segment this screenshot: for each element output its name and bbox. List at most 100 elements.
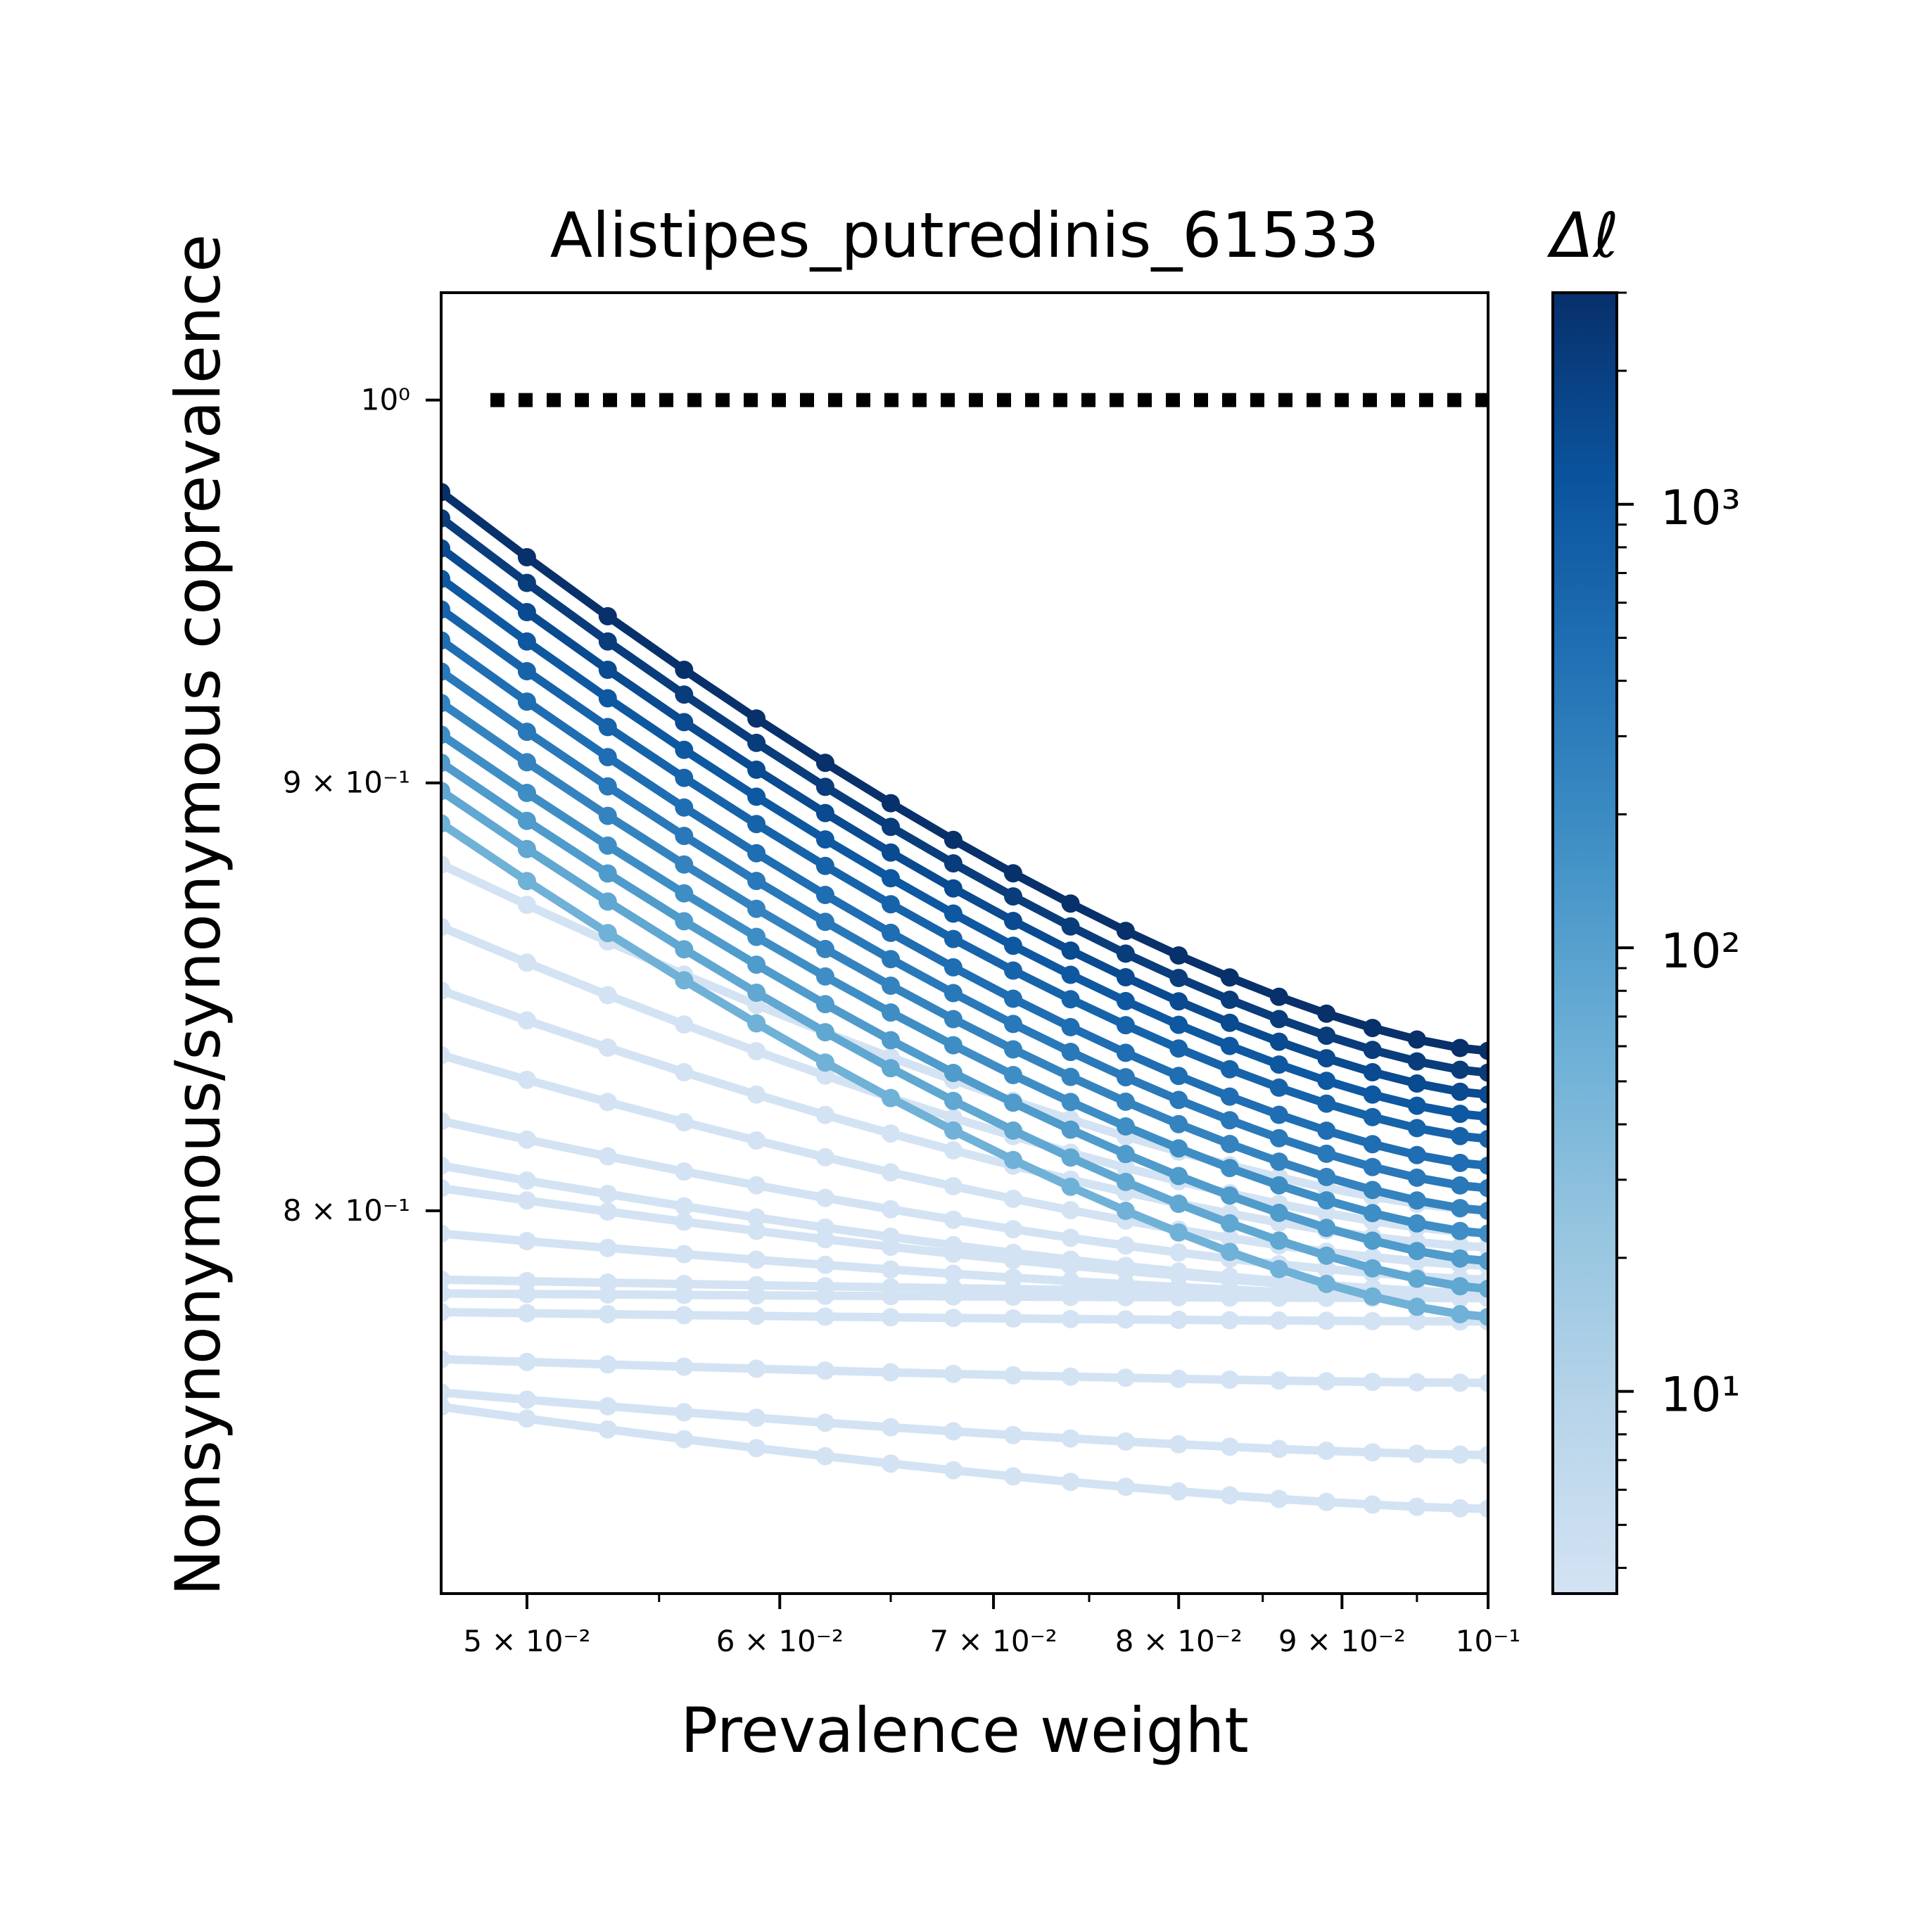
data-point bbox=[815, 995, 834, 1014]
data-point bbox=[675, 1197, 694, 1216]
data-point bbox=[1220, 1371, 1239, 1389]
data-point bbox=[517, 896, 536, 915]
data-point bbox=[1169, 1195, 1188, 1213]
data-point bbox=[598, 1238, 617, 1257]
data-point bbox=[441, 539, 450, 558]
data-point bbox=[1116, 1117, 1135, 1136]
data-point bbox=[675, 855, 694, 874]
data-point bbox=[815, 1188, 834, 1207]
data-point bbox=[1407, 1168, 1426, 1187]
data-point bbox=[1317, 1204, 1336, 1223]
data-point bbox=[441, 1284, 450, 1303]
data-point bbox=[944, 958, 962, 977]
data-point bbox=[1363, 1311, 1382, 1330]
data-point bbox=[1479, 1156, 1488, 1175]
data-point bbox=[747, 1221, 766, 1240]
data-point bbox=[1407, 1052, 1426, 1071]
series-7 bbox=[441, 662, 1488, 1197]
data-point bbox=[815, 1447, 834, 1466]
data-point bbox=[1061, 1201, 1080, 1220]
series-23 bbox=[441, 1302, 1488, 1331]
data-point bbox=[1451, 1060, 1470, 1079]
data-point bbox=[675, 1162, 694, 1181]
data-point bbox=[815, 1053, 834, 1072]
data-point bbox=[944, 1091, 962, 1110]
data-point bbox=[882, 1059, 900, 1078]
data-point bbox=[441, 1302, 450, 1321]
data-point bbox=[1220, 1111, 1239, 1130]
data-point bbox=[747, 1359, 766, 1378]
data-point bbox=[1317, 1372, 1336, 1391]
data-point bbox=[1363, 1373, 1382, 1392]
data-point bbox=[1269, 1176, 1288, 1195]
data-point bbox=[1116, 944, 1135, 963]
data-point bbox=[1169, 1223, 1188, 1242]
data-point bbox=[815, 856, 834, 875]
data-point bbox=[944, 1244, 962, 1263]
data-point bbox=[1004, 961, 1022, 980]
data-point bbox=[882, 950, 900, 969]
data-point bbox=[1407, 1096, 1426, 1115]
data-point bbox=[1269, 1231, 1288, 1250]
series-5 bbox=[441, 600, 1488, 1148]
data-point bbox=[517, 1070, 536, 1089]
data-point bbox=[675, 768, 694, 787]
data-point bbox=[944, 984, 962, 1003]
data-point bbox=[1004, 1066, 1022, 1084]
data-point bbox=[1451, 1304, 1470, 1323]
data-point bbox=[1116, 1288, 1135, 1307]
data-point bbox=[747, 1439, 766, 1458]
data-point bbox=[1220, 1311, 1239, 1330]
data-point bbox=[747, 1286, 766, 1305]
data-point bbox=[882, 1418, 900, 1437]
data-point bbox=[441, 694, 450, 713]
data-point bbox=[1116, 1068, 1135, 1087]
data-point bbox=[675, 1306, 694, 1325]
data-point bbox=[1317, 1274, 1336, 1293]
data-point bbox=[441, 662, 450, 681]
data-point bbox=[944, 1210, 962, 1229]
data-point bbox=[675, 1357, 694, 1376]
data-point bbox=[1269, 1055, 1288, 1074]
data-point bbox=[1479, 1129, 1488, 1148]
series-8 bbox=[441, 694, 1488, 1220]
data-point bbox=[1479, 1252, 1488, 1271]
data-point bbox=[1269, 1311, 1288, 1330]
data-point bbox=[815, 803, 834, 822]
data-point bbox=[1061, 894, 1080, 913]
data-point bbox=[815, 1413, 834, 1432]
plot-area bbox=[440, 291, 1489, 1595]
series-line bbox=[441, 488, 1488, 1055]
data-point bbox=[598, 1285, 617, 1304]
data-point bbox=[517, 1272, 536, 1290]
data-point bbox=[882, 843, 900, 862]
y-tick-label: 8 × 10⁻¹ bbox=[283, 1193, 410, 1228]
data-point bbox=[1061, 1367, 1080, 1386]
data-point bbox=[882, 977, 900, 995]
data-point bbox=[1169, 1243, 1188, 1262]
data-point bbox=[1220, 1159, 1239, 1178]
data-point bbox=[517, 573, 536, 592]
data-point bbox=[815, 830, 834, 849]
data-point bbox=[1317, 1219, 1336, 1238]
data-point bbox=[1116, 1092, 1135, 1111]
series-9 bbox=[441, 725, 1488, 1243]
series-6 bbox=[441, 631, 1488, 1175]
series-2 bbox=[441, 509, 1488, 1082]
data-point bbox=[441, 1397, 450, 1416]
data-point bbox=[441, 754, 450, 773]
data-point bbox=[675, 912, 694, 931]
data-point bbox=[1061, 1257, 1080, 1275]
data-point bbox=[1407, 1497, 1426, 1516]
data-point bbox=[815, 1361, 834, 1380]
data-point bbox=[441, 981, 450, 1000]
data-point bbox=[598, 1185, 617, 1204]
data-point bbox=[517, 872, 536, 891]
data-point bbox=[1363, 1157, 1382, 1176]
data-point bbox=[1269, 1152, 1288, 1171]
data-point bbox=[815, 1255, 834, 1274]
data-point bbox=[1116, 1158, 1135, 1177]
data-point bbox=[441, 1156, 450, 1175]
y-axis-label: Nonsynonymous/synonymous coprevalence bbox=[162, 234, 234, 1596]
data-point bbox=[517, 1285, 536, 1304]
